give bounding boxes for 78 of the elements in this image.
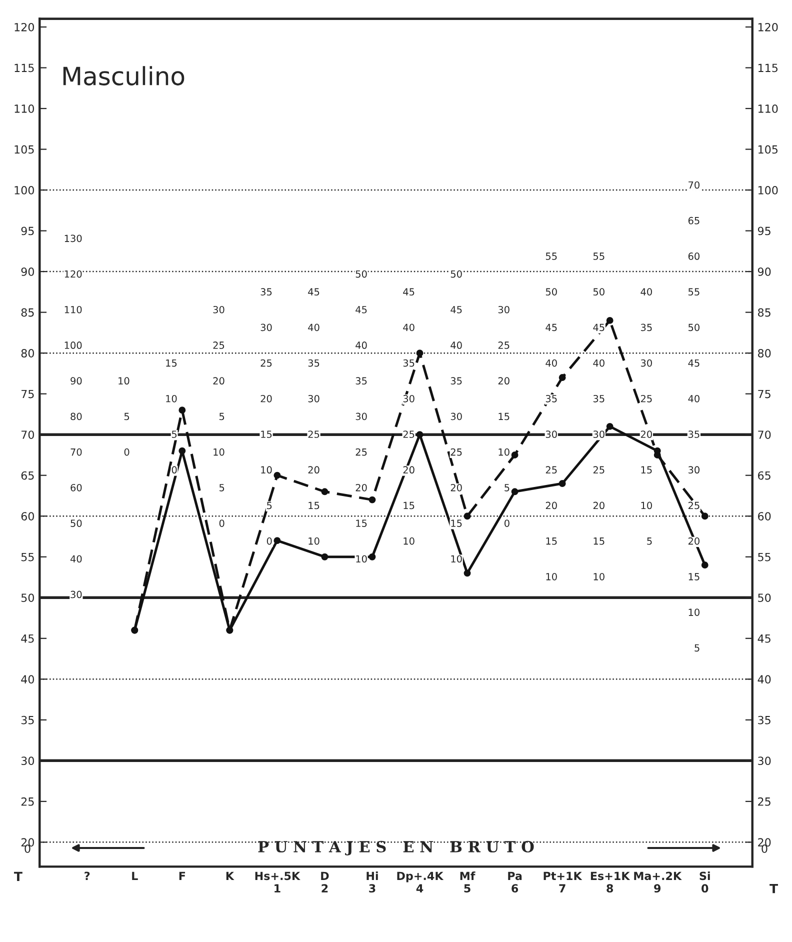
annotation: P U N T A J E S E N B R U T O [258,840,534,856]
y2-tick-label: 20 [758,838,771,847]
x-tick-label: L [132,872,138,880]
x-tick-label: Si 0 [700,872,710,893]
y-tick-label: 30 [21,756,34,766]
x-tick-label: Es+1K 8 [590,872,630,893]
text: 55 50 45 40 35 30 25 20 15 10 [593,252,604,580]
y-axis-title: T [14,872,22,881]
text: 45 40 35 30 25 20 15 10 [403,288,414,545]
y2-tick-label: 45 [758,634,770,643]
y2-tick-label: 30 [758,756,771,766]
text: 70 65 60 55 50 45 40 35 30 25 20 15 10 5 [688,181,700,652]
y2-tick-label: 40 [758,675,771,684]
text: 30 25 20 15 10 5 0 [498,306,510,527]
y-tick-label: 65 [21,471,34,480]
y-tick-label: 95 [21,226,34,236]
x-tick-label: Ma+.2K 9 [634,872,682,893]
x-tick-label: K [226,872,234,880]
y2-tick-label: 25 [758,797,770,806]
text: 15 10 5 [166,359,177,438]
text: 35 30 25 20 15 10 5 0 [260,288,272,545]
y2-tick-label: 90 [758,268,771,276]
x-tick-label: Hs+.5K 1 [255,872,300,892]
y2-tick-label: 115 [758,64,778,72]
text: 40 35 30 25 20 15 10 5 [640,288,652,545]
y-tick-label: 90 [21,268,34,276]
y2-tick-label: 65 [758,471,770,480]
text: 55 50 45 40 35 30 25 20 15 10 [546,252,557,580]
x-tick-label: Pt+1K 7 [544,872,582,892]
y-tick-label: 120 [14,22,34,32]
y-tick-label: 85 [21,308,34,317]
y-tick-label: 110 [14,104,34,113]
y2-tick-label: 100 [758,186,778,194]
y-tick-label: 70 [22,430,34,439]
y2-tick-label: 55 [758,552,770,562]
y-tick-label: 25 [21,797,34,806]
y-tick-label: 60 [21,512,34,520]
y-tick-label: 100 [14,186,34,194]
text: 10 5 [118,377,130,420]
text: 30 25 20 5 10 5 0 [213,306,224,527]
y-tick-label: 75 [22,390,34,398]
y2-tick-label: 105 [758,145,778,154]
y2-tick-label: 35 [758,716,770,724]
annotation: 0 [124,448,130,456]
y-tick-label: 35 [21,716,34,724]
text: 50 45 40 35 30 25 20 15 10 [450,270,462,563]
text: 50 45 40 35 30 25 20 15 10 [356,270,367,563]
y-tick-label: 55 [21,552,34,562]
y-tick-label: 50 [21,594,34,602]
y-tick-label: 20 [21,838,34,847]
x-tick-label: Pa 6 [508,872,522,893]
y-tick-label: 45 [21,634,34,643]
x-tick-label: Mf 5 [460,872,476,893]
y-tick-label: 80 [21,349,34,358]
x-tick-label: Hi 3 [366,872,378,893]
x-tick-label: Dp+.4K 4 [397,872,444,892]
y2-tick-label: 60 [758,512,771,520]
x-tick-label: F [179,872,186,880]
annotation: 0 [172,466,177,474]
y-tick-label: 115 [14,64,34,72]
y2-tick-label: 50 [758,594,771,602]
y2-tick-label: 70 [758,430,771,439]
y2-tick-label: 75 [758,390,770,398]
text: 0 [762,844,768,853]
y2-axis-title: T [770,884,778,894]
x-tick-label: D 2 [321,872,329,892]
y2-tick-label: 80 [758,349,771,358]
text: 45 40 35 30 25 20 15 10 [308,288,320,545]
text: Masculino [63,66,184,86]
y2-tick-label: 120 [758,22,778,32]
y2-tick-label: 85 [758,308,770,317]
y-tick-label: 40 [21,675,34,684]
x-tick-label: ? [84,872,90,880]
text: 0 [24,844,30,853]
y2-tick-label: 95 [758,226,770,236]
text: 130 120 110 100 90 80 70 60 50 40 30 [64,234,82,598]
y-tick-label: 105 [14,145,34,154]
y2-tick-label: 110 [758,104,778,113]
